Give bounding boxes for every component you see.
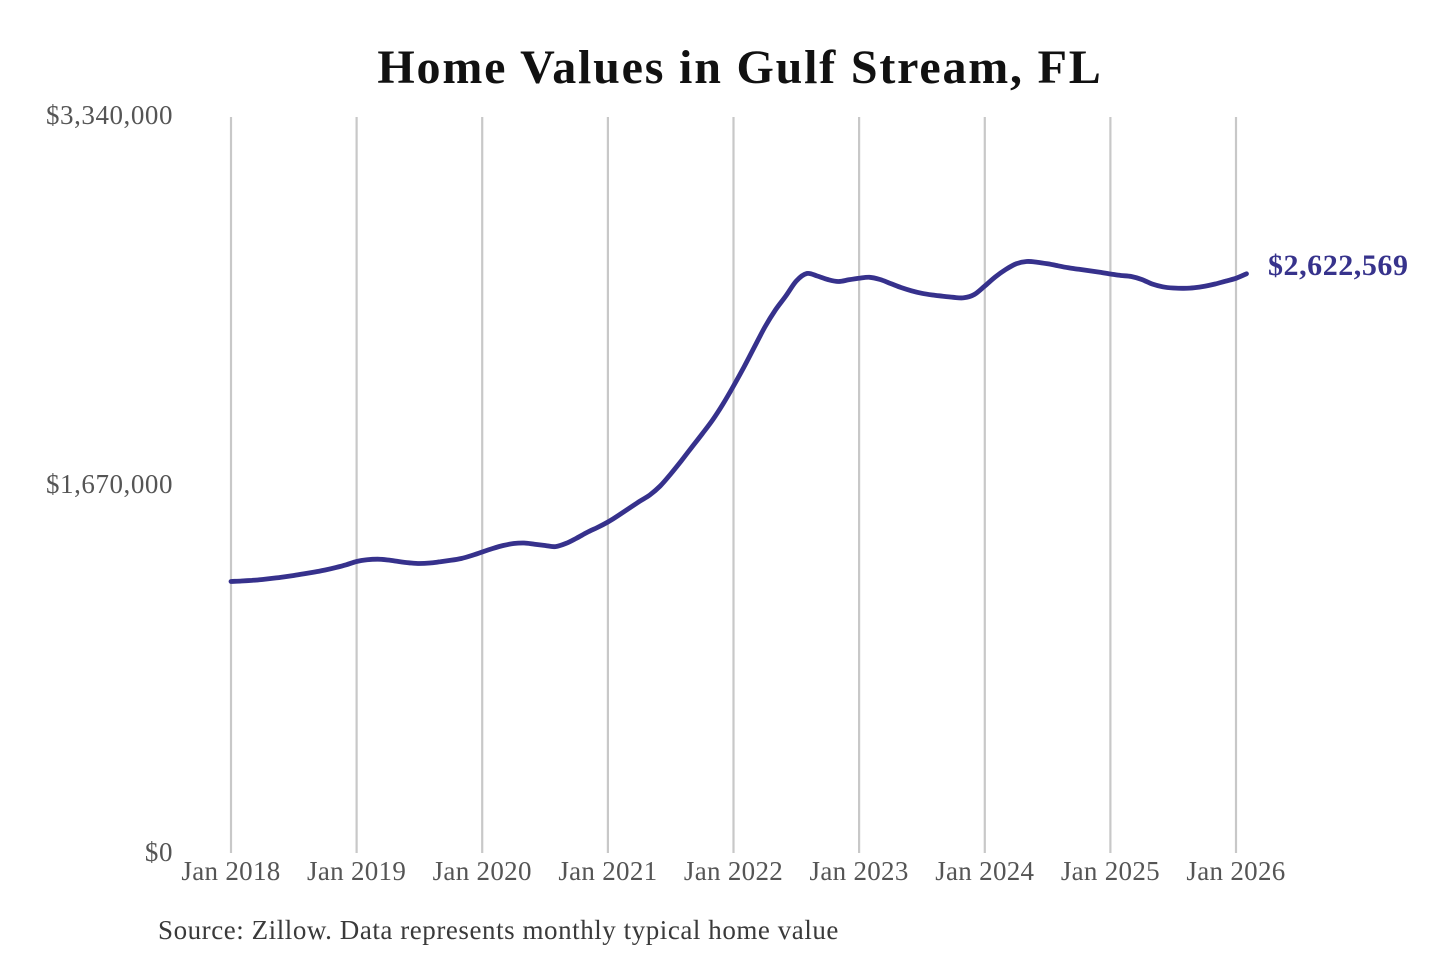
svg-text:Jan 2020: Jan 2020 (433, 856, 532, 886)
svg-text:Jan 2019: Jan 2019 (307, 856, 406, 886)
svg-text:$1,670,000: $1,670,000 (46, 469, 173, 499)
svg-text:Home Values in Gulf Stream, FL: Home Values in Gulf Stream, FL (377, 41, 1102, 94)
svg-text:$2,622,569: $2,622,569 (1268, 249, 1409, 282)
svg-text:Jan 2023: Jan 2023 (810, 856, 909, 886)
svg-text:Jan 2024: Jan 2024 (935, 856, 1034, 886)
svg-text:Jan 2026: Jan 2026 (1186, 856, 1285, 886)
svg-text:Jan 2022: Jan 2022 (684, 856, 783, 886)
svg-text:Jan 2025: Jan 2025 (1061, 856, 1160, 886)
svg-text:Source: Zillow. Data represent: Source: Zillow. Data represents monthly … (158, 915, 839, 945)
svg-text:Jan 2018: Jan 2018 (181, 856, 280, 886)
svg-text:$3,340,000: $3,340,000 (46, 100, 173, 130)
svg-text:Jan 2021: Jan 2021 (558, 856, 657, 886)
svg-text:$0: $0 (145, 837, 173, 867)
